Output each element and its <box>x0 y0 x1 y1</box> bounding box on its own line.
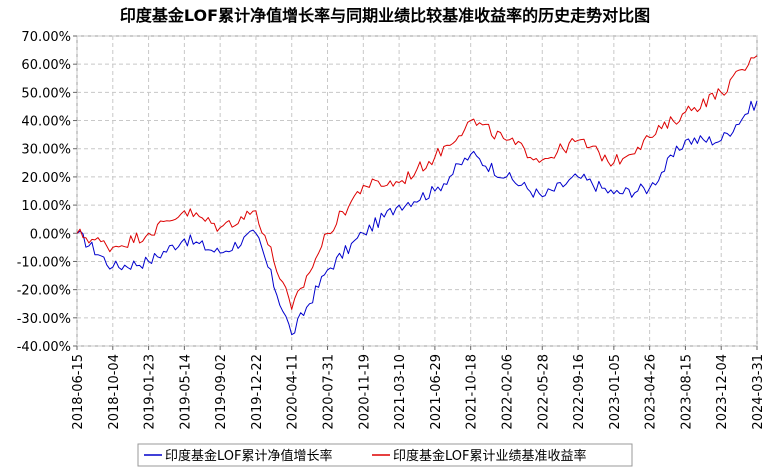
series-line-benchmark <box>76 55 758 310</box>
plot-area <box>76 35 758 347</box>
x-tick-label: 2020-04-11 <box>286 354 301 430</box>
y-tick-label: 40.00% <box>21 115 71 130</box>
x-tick-label: 2019-12-22 <box>250 354 265 430</box>
legend: 印度基金LOF累计净值增长率 印度基金LOF累计业绩基准收益率 <box>137 443 633 467</box>
series-line-nav <box>76 100 758 336</box>
x-tick-label: 2022-09-16 <box>572 354 587 430</box>
y-tick-label: -10.00% <box>17 255 71 270</box>
x-tick-label: 2023-08-15 <box>679 354 694 430</box>
y-tick-label: -40.00% <box>17 340 71 355</box>
x-tick-label: 2022-02-06 <box>500 354 515 430</box>
x-tick-label: 2019-09-02 <box>214 354 229 430</box>
x-tick-label: 2020-11-19 <box>357 354 372 430</box>
x-tick-label: 2022-05-28 <box>536 354 551 430</box>
x-tick-label: 2020-07-31 <box>322 354 337 430</box>
legend-label-benchmark: 印度基金LOF累计业绩基准收益率 <box>393 448 587 464</box>
x-tick-label: 2019-05-14 <box>178 354 193 430</box>
x-tick-label: 2019-01-23 <box>143 354 158 430</box>
y-tick-label: -20.00% <box>17 284 71 299</box>
x-tick-label: 2024-03-31 <box>751 354 766 430</box>
x-tick-label: 2018-06-15 <box>71 354 86 430</box>
y-tick-label: 20.00% <box>21 171 71 186</box>
series-layer <box>76 55 758 336</box>
x-axis: 2018-06-15 2018-10-04 2019-01-23 2019-05-14… <box>71 346 766 430</box>
y-tick-label: 0.00% <box>30 227 71 242</box>
y-tick-label: 10.00% <box>21 199 71 214</box>
y-axis: 70.00% 60.00% 50.00% 40.00% 30.00% 20.00% 10.0… <box>17 30 77 355</box>
x-tick-label: 2023-01-05 <box>608 354 623 430</box>
x-tick-label: 2021-10-18 <box>465 354 480 430</box>
grid-lines <box>76 35 758 347</box>
y-tick-label: 30.00% <box>21 143 71 158</box>
x-tick-label: 2023-12-04 <box>715 354 730 430</box>
x-tick-label: 2023-04-26 <box>644 354 659 430</box>
x-tick-label: 2021-06-29 <box>429 354 444 430</box>
y-tick-label: 60.00% <box>21 58 71 73</box>
x-tick-label: 2021-03-10 <box>393 354 408 430</box>
y-tick-label: -30.00% <box>17 312 71 327</box>
y-tick-label: 70.00% <box>21 30 71 45</box>
chart-title: 印度基金LOF累计净值增长率与同期业绩比较基准收益率的历史走势对比图 <box>120 6 650 25</box>
x-tick-label: 2018-10-04 <box>107 354 122 430</box>
y-tick-label: 50.00% <box>21 86 71 101</box>
legend-label-nav: 印度基金LOF累计净值增长率 <box>165 448 333 464</box>
